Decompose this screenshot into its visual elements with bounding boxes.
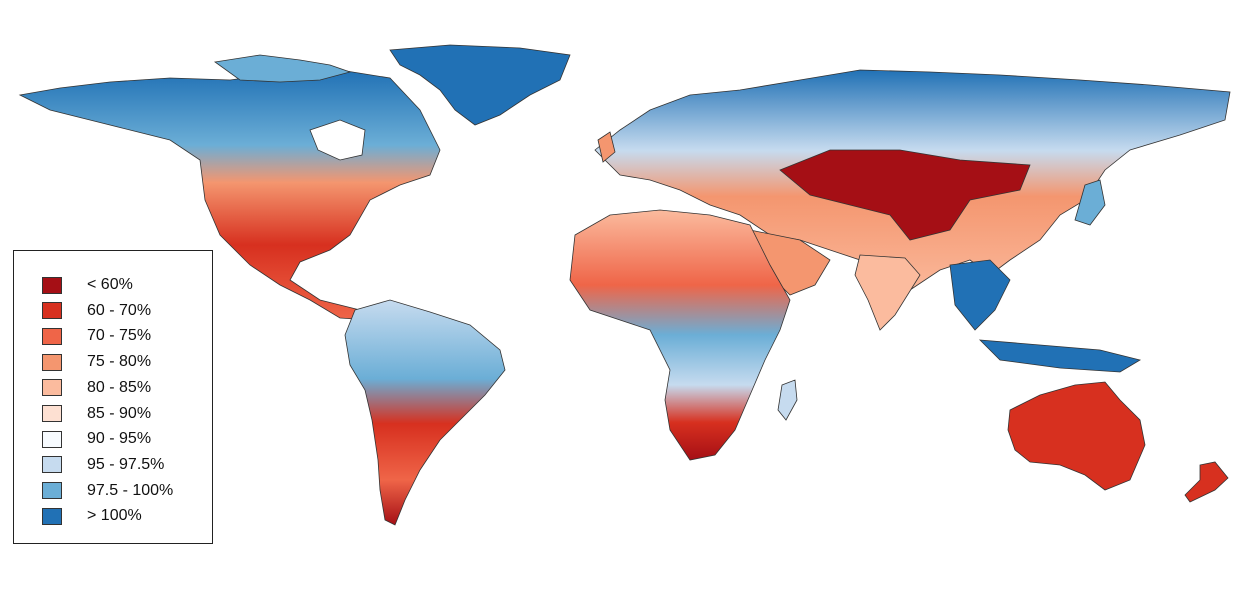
legend-label: 85 - 90% (87, 404, 152, 422)
legend-swatch (42, 302, 62, 320)
legend-label: > 100% (87, 507, 142, 525)
legend-swatch (42, 353, 62, 371)
uk-region (597, 131, 616, 163)
legend-item: 80 - 85% (42, 378, 151, 398)
legend-label: 97.5 - 100% (87, 481, 174, 499)
india-region (854, 254, 921, 331)
legend-label: 80 - 85% (87, 378, 152, 396)
japan-region (1074, 179, 1106, 226)
legend-label: 60 - 70% (87, 301, 152, 319)
greenland-region (389, 44, 571, 126)
legend-label: 90 - 95% (87, 430, 152, 448)
legend-item: < 60% (42, 275, 133, 295)
legend-swatch (42, 276, 62, 294)
south-america-region (344, 299, 506, 526)
legend-swatch (42, 405, 62, 422)
legend-item: 85 - 90% (42, 404, 151, 424)
legend-swatch (42, 430, 62, 448)
legend-item: 60 - 70% (42, 301, 151, 321)
legend-swatch (42, 379, 62, 397)
madagascar-region (777, 379, 798, 421)
legend-swatch (42, 507, 62, 525)
australia-region (1007, 381, 1146, 491)
hudson-bay (309, 119, 366, 161)
legend-item: 95 - 97.5% (42, 455, 164, 475)
map-legend: < 60% 60 - 70% 70 - 75% 75 - 80% 80 - 85% 85 … (13, 250, 213, 544)
legend-swatch (42, 456, 62, 474)
indonesia-region (978, 339, 1142, 373)
arctic-islands-region (213, 54, 352, 83)
legend-item: 75 - 80% (42, 352, 151, 372)
legend-label: 95 - 97.5% (87, 455, 165, 473)
legend-swatch (42, 482, 62, 500)
legend-item: 70 - 75% (42, 326, 151, 346)
legend-label: 75 - 80% (87, 353, 152, 371)
southeast-asia-region (949, 259, 1011, 331)
legend-label: 70 - 75% (87, 327, 152, 345)
legend-label: < 60% (87, 276, 133, 293)
legend-item: 90 - 95% (42, 429, 151, 449)
legend-swatch (42, 327, 62, 345)
central-asia-dry-region (779, 149, 1031, 241)
new-zealand-region (1184, 461, 1229, 503)
legend-item: 97.5 - 100% (42, 481, 173, 501)
legend-item: > 100% (42, 506, 142, 526)
africa-region (569, 209, 791, 461)
